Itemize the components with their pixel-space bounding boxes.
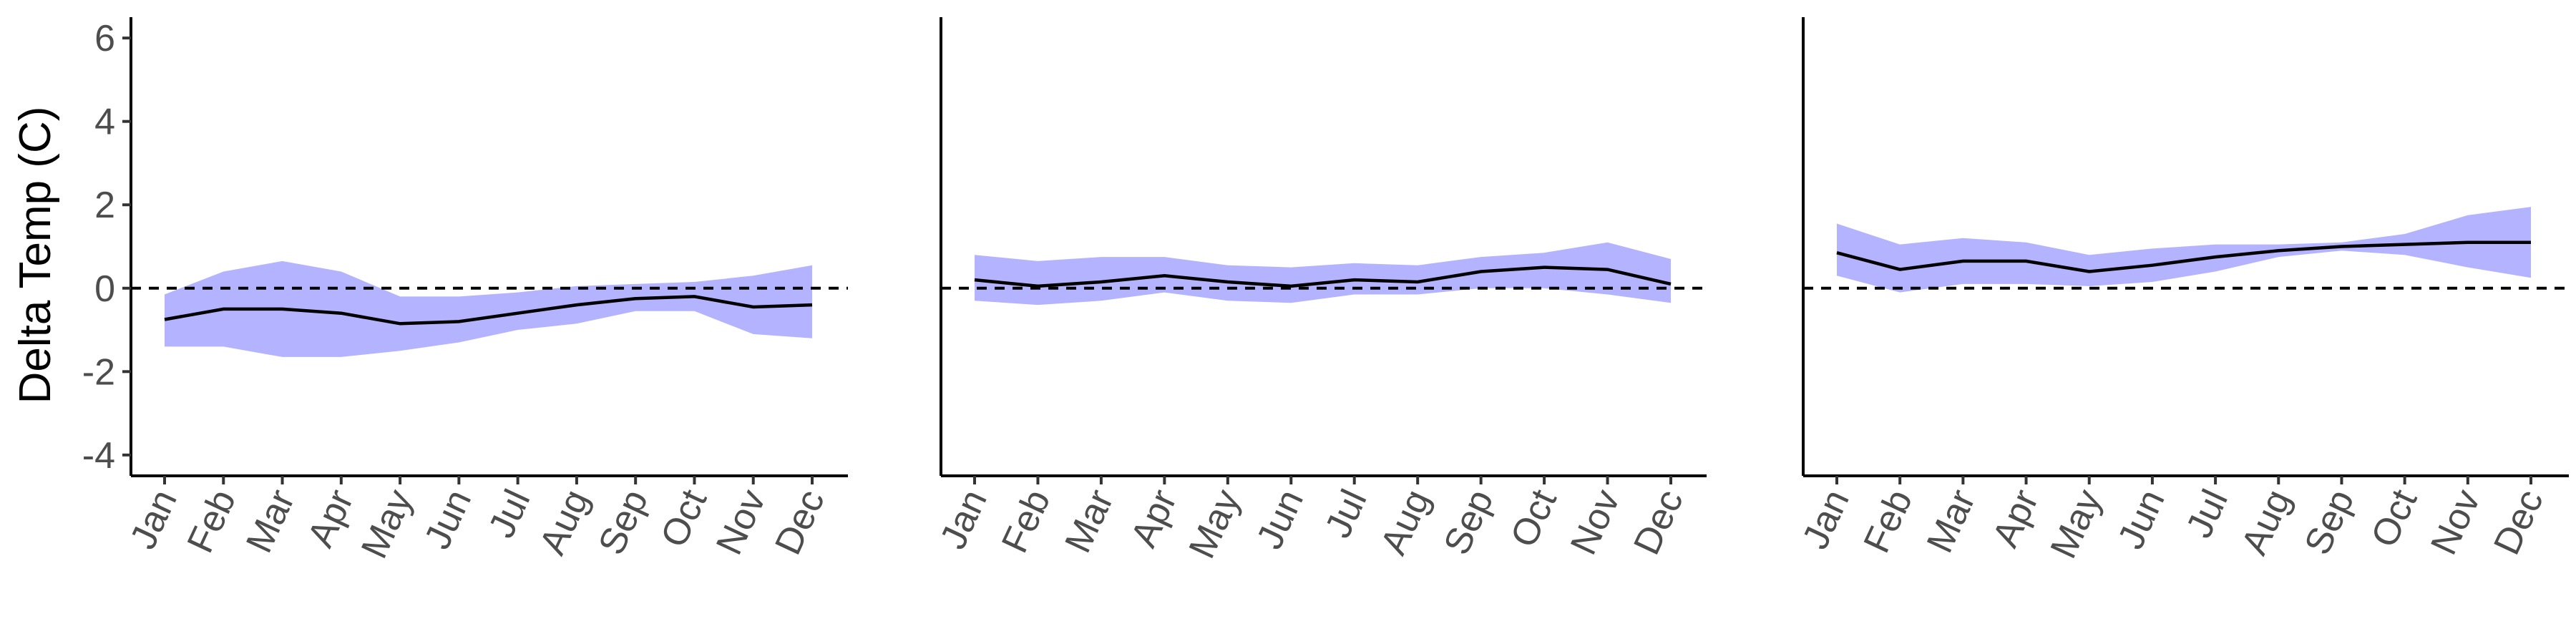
x-tick-label-jul: Jul: [481, 484, 539, 545]
data-point-nov: [1606, 268, 1610, 272]
y-tick-label: -4: [82, 435, 115, 477]
x-tick-label-oct: Oct: [653, 483, 716, 553]
data-point-nov: [751, 305, 756, 309]
x-tick-label-jul: Jul: [2178, 484, 2236, 545]
x-tick-label-jan: Jan: [932, 484, 995, 556]
data-point-dec: [810, 303, 814, 307]
x-tick-label-jun: Jun: [416, 484, 479, 556]
data-point-jun: [2150, 263, 2155, 268]
x-tick-label-jan: Jan: [1795, 484, 1858, 556]
x-tick-label-feb: Feb: [1856, 484, 1921, 560]
data-point-jan: [972, 278, 977, 282]
x-tick-label-feb: Feb: [994, 484, 1058, 560]
x-tick-label-apr: Apr: [1985, 484, 2047, 554]
data-point-apr: [2024, 259, 2029, 263]
confidence-band: [975, 242, 1671, 306]
data-point-jul: [2213, 255, 2218, 259]
x-tick-label-may: May: [1181, 484, 1249, 565]
x-tick-label-oct: Oct: [1503, 483, 1565, 553]
data-point-jul: [516, 311, 520, 316]
data-point-aug: [1415, 280, 1420, 284]
x-tick-label-aug: Aug: [532, 484, 597, 561]
data-point-oct: [1542, 265, 1546, 270]
x-tick-label-mar: Mar: [1919, 484, 1984, 560]
data-point-mar: [280, 307, 285, 311]
series-line: [1836, 240, 2531, 273]
y-tick-label: 6: [94, 18, 115, 59]
y-tick-label: 0: [94, 268, 115, 310]
data-point-apr: [339, 311, 343, 316]
data-point-sep: [2339, 245, 2343, 249]
x-tick-label-nov: Nov: [1563, 484, 1629, 561]
x-tick-label-dec: Dec: [1626, 484, 1692, 561]
data-point-nov: [2466, 240, 2470, 245]
y-tick-label: -2: [82, 351, 115, 393]
data-point-sep: [1479, 269, 1483, 273]
data-point-may: [1226, 280, 1230, 284]
confidence-band: [1837, 207, 2531, 293]
data-point-may: [398, 321, 402, 326]
data-point-jun: [457, 319, 461, 323]
y-tick-label: 4: [94, 102, 115, 143]
x-tick-label-jul: Jul: [1317, 484, 1375, 545]
x-tick-label-mar: Mar: [1057, 484, 1121, 560]
data-point-sep: [633, 296, 638, 301]
x-tick-label-mar: Mar: [238, 484, 303, 560]
x-tick-label-dec: Dec: [2486, 484, 2552, 561]
data-point-apr: [1162, 273, 1166, 278]
x-tick-label-apr: Apr: [300, 484, 362, 554]
x-tick-label-dec: Dec: [767, 484, 833, 561]
y-axis-label: Delta Temp (C): [11, 107, 60, 404]
x-tick-label-sep: Sep: [590, 484, 656, 561]
confidence-band: [165, 260, 812, 357]
data-point-mar: [1099, 280, 1103, 284]
x-tick-label-may: May: [353, 484, 421, 565]
data-point-jan: [1835, 250, 1839, 255]
x-tick-label-apr: Apr: [1123, 484, 1185, 554]
x-tick-label-jun: Jun: [2110, 484, 2173, 556]
data-point-oct: [2403, 243, 2407, 247]
x-tick-label-oct: Oct: [2363, 483, 2426, 553]
x-tick-label-aug: Aug: [1372, 484, 1438, 561]
data-point-oct: [692, 294, 696, 298]
x-tick-label-sep: Sep: [1436, 484, 1502, 561]
data-point-feb: [221, 307, 225, 311]
data-point-jul: [1352, 278, 1357, 282]
x-tick-label-aug: Aug: [2233, 484, 2299, 561]
x-tick-label-sep: Sep: [2297, 484, 2363, 561]
data-point-feb: [1898, 268, 1902, 272]
x-tick-label-may: May: [2043, 484, 2110, 565]
x-tick-label-nov: Nov: [708, 484, 774, 561]
data-point-aug: [2276, 248, 2280, 253]
x-tick-label-nov: Nov: [2423, 484, 2489, 561]
data-point-may: [2087, 269, 2092, 273]
data-point-aug: [575, 303, 579, 307]
x-tick-label-jun: Jun: [1249, 484, 1312, 556]
series-line: [164, 295, 813, 326]
data-point-dec: [1669, 282, 1673, 286]
y-tick-label: 2: [94, 185, 115, 226]
series-line: [974, 265, 1672, 288]
data-point-dec: [2529, 240, 2533, 245]
data-point-jan: [162, 317, 167, 321]
x-tick-label-jan: Jan: [122, 484, 185, 556]
x-tick-label-feb: Feb: [180, 484, 244, 560]
data-point-mar: [1961, 259, 1965, 263]
